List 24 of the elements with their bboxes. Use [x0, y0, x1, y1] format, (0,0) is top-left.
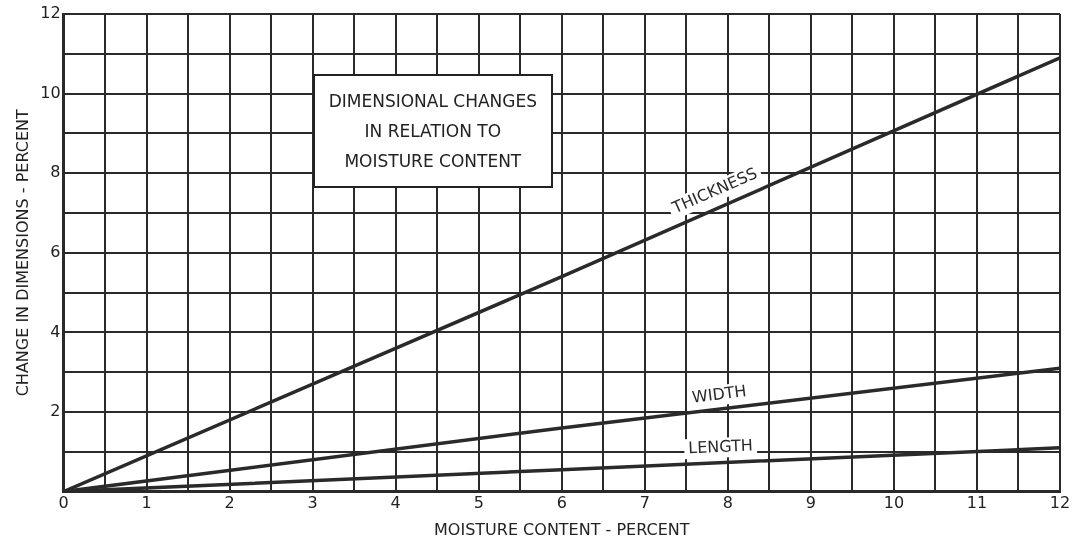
- y-tick-label: 2: [50, 401, 61, 421]
- y-axis-title: CHANGE IN DIMENSIONS - PERCENT: [12, 109, 32, 397]
- x-tick-label: 12: [1049, 493, 1071, 513]
- x-tick-label: 0: [58, 493, 69, 513]
- y-tick-label: 12: [40, 3, 61, 23]
- y-tick-label: 6: [50, 241, 61, 261]
- x-tick-label: 8: [722, 493, 733, 513]
- text: DIMENSIONAL CHANGES IN RELATION TO MOISTURE CONTENT: [312, 73, 553, 188]
- x-tick-label: 10: [883, 493, 905, 513]
- x-axis-title: MOISTURE CONTENT - PERCENT: [434, 519, 690, 539]
- x-tick-label: 2: [224, 493, 235, 513]
- x-tick-label: 11: [966, 493, 988, 513]
- x-tick-label: 4: [390, 493, 401, 513]
- x-tick-label: 3: [307, 493, 318, 513]
- x-tick-label: 5: [473, 493, 484, 513]
- y-tick-label: 10: [40, 82, 61, 102]
- text: WIDTH: [690, 381, 748, 407]
- x-tick-label: 7: [639, 493, 650, 513]
- y-tick-label: 4: [50, 321, 61, 341]
- y-tick-label: 8: [50, 162, 61, 182]
- x-tick-label: 1: [141, 493, 152, 513]
- x-tick-label: 9: [805, 493, 816, 513]
- x-tick-label: 6: [556, 493, 567, 513]
- series-label: LENGTH: [687, 435, 754, 458]
